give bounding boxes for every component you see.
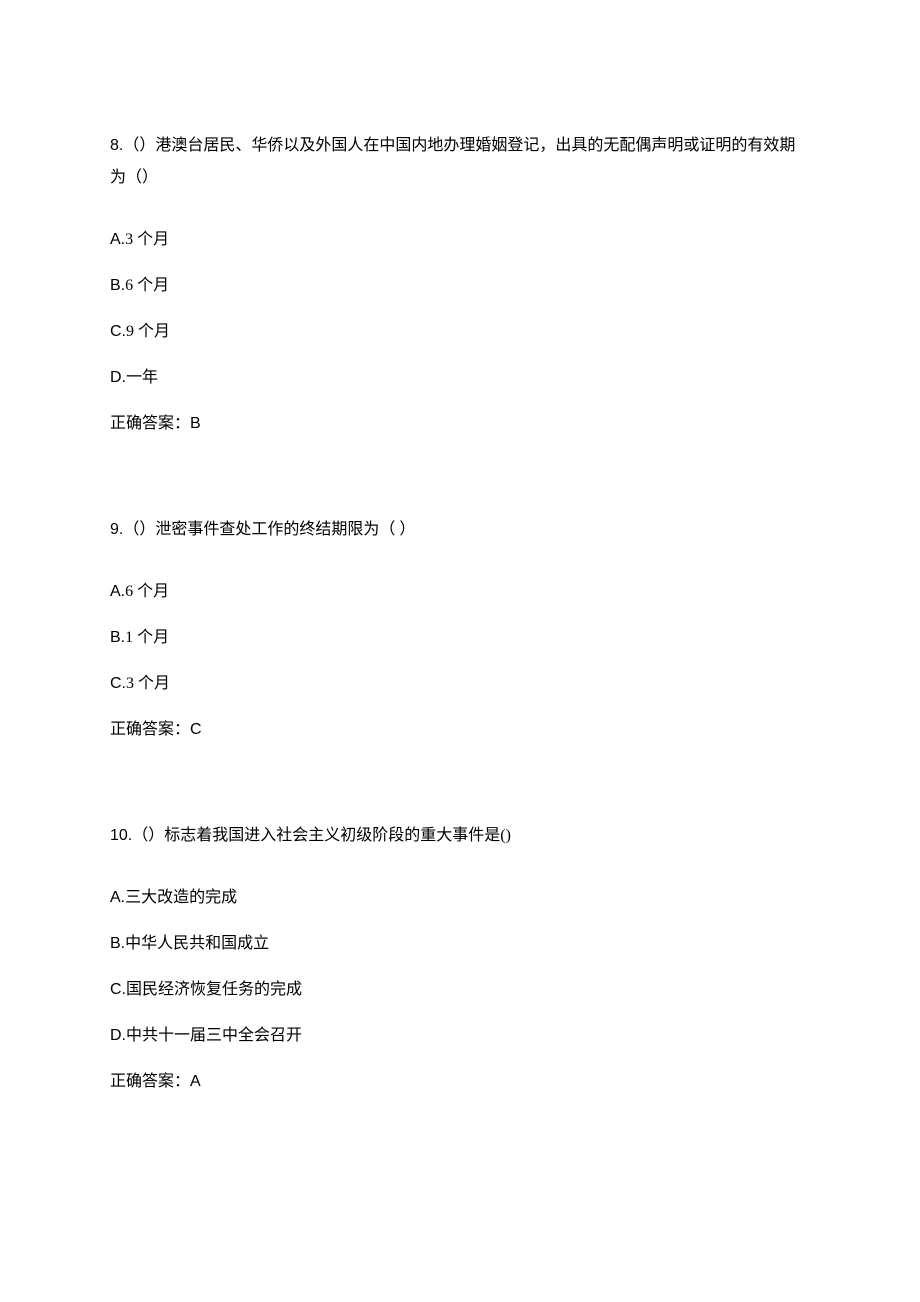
question-block: 8.（）港澳台居民、华侨以及外国人在中国内地办理婚姻登记，出具的无配偶声明或证明… xyxy=(110,130,810,436)
option: C.国民经济恢复任务的完成 xyxy=(110,978,810,1002)
question-block: 9.（）泄密事件查处工作的终结期限为（ ） A.6 个月 B.1 个月 C.3 … xyxy=(110,514,810,742)
option: D.中共十一届三中全会召开 xyxy=(110,1024,810,1048)
answer-line: 正确答案：A xyxy=(110,1070,810,1094)
option-text: 中华人民共和国成立 xyxy=(125,935,269,952)
option: D.一年 xyxy=(110,366,810,390)
answer-value: C xyxy=(190,721,202,738)
question-block: 10.（）标志着我国进入社会主义初级阶段的重大事件是() A.三大改造的完成 B… xyxy=(110,820,810,1094)
option-text: 6 个月 xyxy=(125,277,169,294)
option-text: 1 个月 xyxy=(125,629,169,646)
answer-value: B xyxy=(190,415,201,432)
option: A.3 个月 xyxy=(110,228,810,252)
option-letter: B. xyxy=(110,277,125,294)
option-letter: A. xyxy=(110,231,125,248)
answer-label: 正确答案： xyxy=(110,721,190,738)
option: A.6 个月 xyxy=(110,580,810,604)
option-text: 一年 xyxy=(126,369,158,386)
option-text: 9 个月 xyxy=(126,323,170,340)
question-stem: 10.（）标志着我国进入社会主义初级阶段的重大事件是() xyxy=(110,820,810,852)
option: A.三大改造的完成 xyxy=(110,886,810,910)
question-number: 10. xyxy=(110,827,132,844)
option-letter: A. xyxy=(110,889,125,906)
option: C.3 个月 xyxy=(110,672,810,696)
option-text: 中共十一届三中全会召开 xyxy=(126,1027,302,1044)
answer-label: 正确答案： xyxy=(110,415,190,432)
option: B.1 个月 xyxy=(110,626,810,650)
question-stem-text: （）泄密事件查处工作的终结期限为（ ） xyxy=(123,521,415,538)
option: B.6 个月 xyxy=(110,274,810,298)
option: B.中华人民共和国成立 xyxy=(110,932,810,956)
option-letter: D. xyxy=(110,1027,126,1044)
document-body: 8.（）港澳台居民、华侨以及外国人在中国内地办理婚姻登记，出具的无配偶声明或证明… xyxy=(110,130,810,1094)
question-number: 9. xyxy=(110,521,123,538)
option: C.9 个月 xyxy=(110,320,810,344)
option-text: 国民经济恢复任务的完成 xyxy=(126,981,302,998)
option-letter: B. xyxy=(110,629,125,646)
question-number: 8. xyxy=(110,137,123,154)
answer-line: 正确答案：C xyxy=(110,718,810,742)
answer-label: 正确答案： xyxy=(110,1073,190,1090)
option-text: 6 个月 xyxy=(125,583,169,600)
answer-line: 正确答案：B xyxy=(110,412,810,436)
question-stem: 9.（）泄密事件查处工作的终结期限为（ ） xyxy=(110,514,810,546)
option-letter: C. xyxy=(110,981,126,998)
option-text: 3 个月 xyxy=(125,231,169,248)
question-stem-text: （）港澳台居民、华侨以及外国人在中国内地办理婚姻登记，出具的无配偶声明或证明的有… xyxy=(110,137,795,186)
option-letter: C. xyxy=(110,675,126,692)
option-letter: B. xyxy=(110,935,125,952)
option-text: 3 个月 xyxy=(126,675,170,692)
option-letter: C. xyxy=(110,323,126,340)
answer-value: A xyxy=(190,1073,201,1090)
question-stem-text: （）标志着我国进入社会主义初级阶段的重大事件是() xyxy=(132,827,511,844)
option-text: 三大改造的完成 xyxy=(125,889,237,906)
option-letter: D. xyxy=(110,369,126,386)
question-stem: 8.（）港澳台居民、华侨以及外国人在中国内地办理婚姻登记，出具的无配偶声明或证明… xyxy=(110,130,810,194)
option-letter: A. xyxy=(110,583,125,600)
